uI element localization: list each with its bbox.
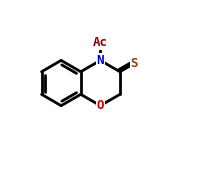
Text: O: O bbox=[96, 99, 104, 112]
Text: S: S bbox=[130, 57, 137, 70]
Text: Ac: Ac bbox=[92, 36, 107, 49]
Text: N: N bbox=[96, 54, 104, 67]
